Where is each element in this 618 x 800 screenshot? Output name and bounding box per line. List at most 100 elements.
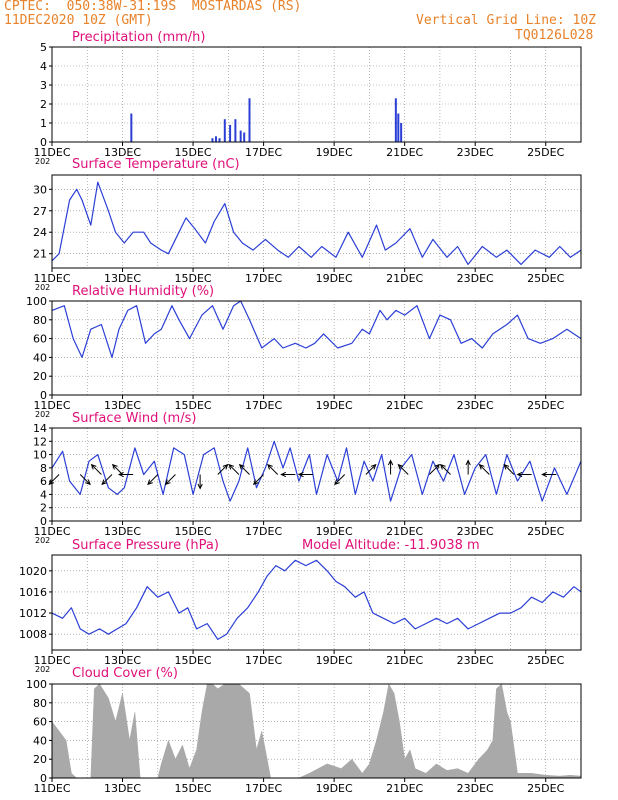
precip-bar (218, 138, 221, 142)
y-tick-label: 1016 (19, 586, 47, 599)
panel-frame (51, 174, 582, 269)
x-tick-label: 19DEC (316, 782, 353, 795)
wind-arrow (334, 474, 346, 486)
cloud-area (51, 683, 582, 779)
wind-arrow (297, 471, 313, 478)
y-tick-label: 0 (40, 389, 47, 402)
panel-frame (51, 46, 582, 143)
wind-arrow (252, 474, 264, 486)
header-grid-note: Vertical Grid Line: 10Z (416, 13, 597, 28)
wind-arrow (48, 474, 60, 486)
x-tick-label: 13DEC (104, 272, 141, 285)
x-tick-label: 15DEC (175, 146, 212, 159)
precip-bar (211, 138, 214, 142)
x-tick-label: 15DEC (175, 399, 212, 412)
y-tick-label: 1012 (19, 607, 47, 620)
wind-arrow (465, 459, 471, 475)
model-altitude-label: Model Altitude: -11.9038 m (302, 538, 480, 553)
x-year-fragment: 202 (35, 665, 50, 674)
wind-arrow (387, 459, 394, 475)
y-tick-label: 20 (33, 753, 47, 766)
wind-arrow (217, 463, 229, 475)
x-tick-label: 13DEC (104, 782, 141, 795)
x-tick-label: 13DEC (104, 654, 141, 667)
y-tick-label: 0 (40, 515, 47, 528)
y-tick-label: 20 (33, 370, 47, 383)
header-date: 11DEC2020 10Z (GMT) (4, 13, 153, 28)
y-tick-label: 2 (40, 98, 47, 111)
x-tick-label: 17DEC (245, 525, 282, 538)
panel-precip: 0 1 2 3 4 5 11DEC 13DEC 15DEC 17DEC 19DEC 21DEC 23DE… (33, 30, 582, 166)
panel-rh: 0 20 40 60 80 100 11DEC 13DEC 15DEC 17DEC 19DEC 21D… (26, 284, 582, 419)
wind-arrow (397, 463, 409, 475)
panel-frame (51, 683, 582, 779)
y-tick-label: 3 (40, 79, 47, 92)
x-tick-label: 13DEC (104, 399, 141, 412)
x-tick-label: 23DEC (457, 525, 494, 538)
x-tick-label: 15DEC (175, 525, 212, 538)
x-tick-label: 21DEC (386, 146, 423, 159)
wind-arrow (267, 463, 279, 475)
x-tick-label: 25DEC (527, 146, 564, 159)
precip-bar (130, 113, 133, 142)
x-tick-label: 15DEC (175, 272, 212, 285)
wind-arrow (478, 463, 490, 475)
header-station: CPTEC: 050:38W-31:19S MOSTARDAS (RS) (4, 0, 302, 14)
x-tick-label: 21DEC (386, 525, 423, 538)
y-tick-label: 80 (33, 697, 47, 710)
x-tick-label: 17DEC (245, 399, 282, 412)
wind-arrow (516, 471, 532, 478)
x-tick-label: 25DEC (527, 654, 564, 667)
y-tick-label: 4 (40, 60, 47, 73)
y-tick-label: 0 (40, 136, 47, 149)
pres-title: Surface Pressure (hPa) (72, 538, 219, 553)
precip-bar (248, 98, 251, 142)
y-tick-label: 40 (33, 734, 47, 747)
precip-bar (400, 123, 403, 142)
x-tick-label: 11DEC (33, 399, 70, 412)
x-tick-label: 11DEC (33, 782, 70, 795)
x-tick-label: 23DEC (457, 272, 494, 285)
y-tick-label: 1 (40, 117, 47, 130)
wind-arrow (164, 474, 176, 486)
temp-line (51, 181, 582, 265)
x-tick-label: 17DEC (245, 654, 282, 667)
x-year-fragment: 202 (35, 157, 50, 166)
y-tick-label: 12 (33, 435, 47, 448)
x-tick-label: 19DEC (316, 399, 353, 412)
wind-arrow (503, 463, 515, 475)
y-tick-label: 30 (33, 183, 47, 196)
y-tick-label: 6 (40, 475, 47, 488)
wind-arrow (101, 474, 113, 486)
x-tick-label: 11DEC (33, 146, 70, 159)
y-tick-label: 60 (33, 333, 47, 346)
precip-bar (223, 119, 226, 142)
y-tick-label: 40 (33, 351, 47, 364)
temp-title: Surface Temperature (nC) (72, 157, 240, 172)
y-tick-label: 4 (40, 488, 47, 501)
x-tick-label: 17DEC (245, 146, 282, 159)
precip-bar (214, 136, 217, 142)
y-tick-label: 100 (26, 678, 47, 691)
panel-temp: 21 24 27 30 11DEC 13DEC 15DEC 17DEC 19DEC 21DEC 23… (33, 157, 582, 292)
y-tick-label: 60 (33, 716, 47, 729)
x-tick-label: 19DEC (316, 146, 353, 159)
x-tick-label: 25DEC (527, 525, 564, 538)
wind-arrow (197, 474, 203, 490)
x-tick-label: 11DEC (33, 525, 70, 538)
y-tick-label: 1020 (19, 565, 47, 578)
pres-line (51, 559, 582, 641)
y-tick-label: 5 (40, 41, 47, 54)
wind-arrow (439, 463, 451, 475)
y-tick-label: 21 (33, 248, 47, 261)
precip-bar (234, 119, 237, 142)
precip-title: Precipitation (mm/h) (72, 30, 205, 45)
x-year-fragment: 202 (35, 536, 50, 545)
x-tick-label: 17DEC (245, 272, 282, 285)
y-tick-label: 2 (40, 502, 47, 515)
x-tick-label: 17DEC (245, 782, 282, 795)
wind-arrow (147, 474, 159, 486)
precip-bar (394, 98, 397, 142)
cloud-title: Cloud Cover (%) (72, 666, 178, 681)
